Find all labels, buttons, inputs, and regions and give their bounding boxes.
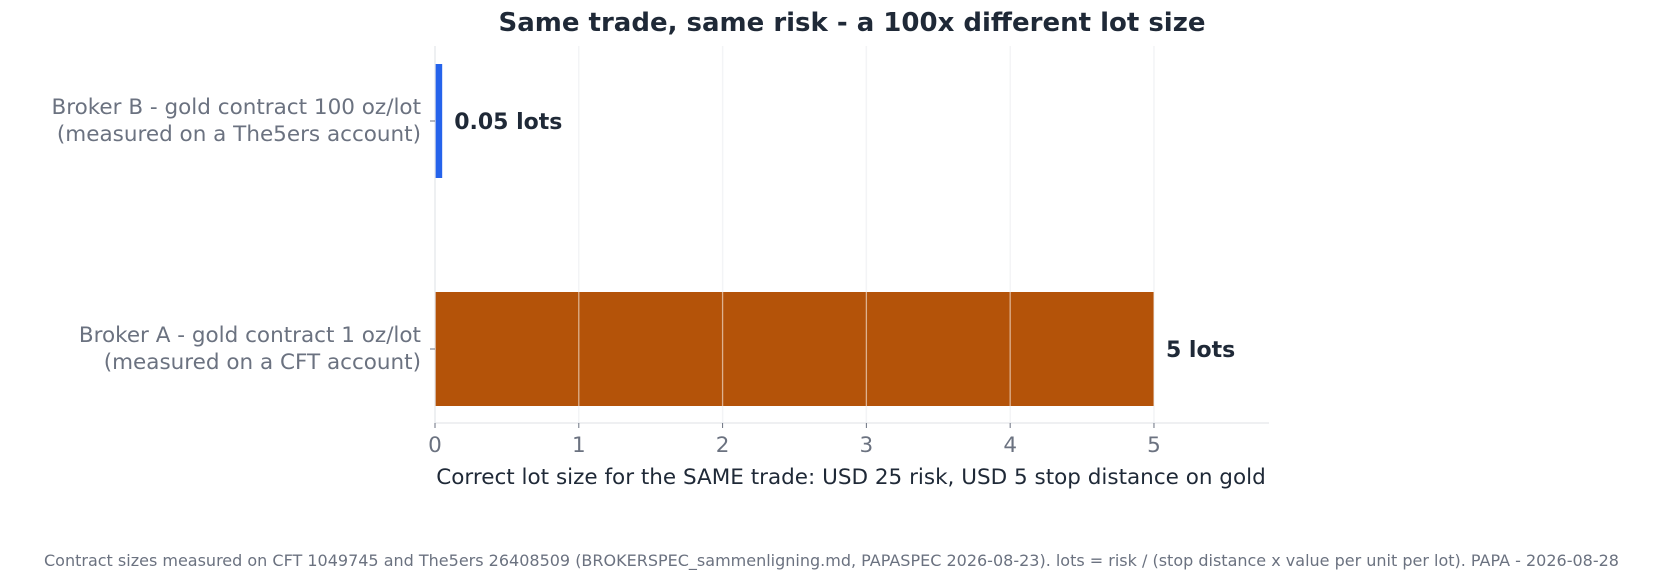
category-label-line2: (measured on a CFT account)	[103, 350, 421, 375]
bars	[435, 64, 1154, 406]
data-label: 5 lots	[1166, 338, 1235, 363]
grid-overlay	[578, 46, 1155, 423]
x-tick-label: 4	[1003, 433, 1017, 458]
x-tick-label: 3	[860, 433, 874, 458]
bar	[435, 292, 1154, 406]
labels: 0 1 2 3 4 5 0.05 lots 5 lots	[428, 110, 1235, 458]
category-label-line1: Broker B - gold contract 100 oz/lot	[51, 95, 421, 120]
category-label-line2: (measured on a The5ers account)	[56, 122, 421, 147]
x-tick-label: 1	[572, 433, 586, 458]
chart-title: Same trade, same risk - a 100x different…	[498, 8, 1206, 38]
bar	[435, 64, 443, 178]
x-tick-label: 0	[428, 433, 442, 458]
axes	[430, 46, 1269, 428]
category-label-broker-a: Broker A - gold contract 1 oz/lot (measu…	[1, 322, 421, 376]
data-label: 0.05 lots	[454, 110, 562, 135]
x-tick-label: 5	[1147, 433, 1161, 458]
category-label-line1: Broker A - gold contract 1 oz/lot	[78, 323, 421, 348]
footnote: Contract sizes measured on CFT 1049745 a…	[44, 551, 1619, 570]
category-label-broker-b: Broker B - gold contract 100 oz/lot (mea…	[1, 94, 421, 148]
x-axis-label: Correct lot size for the SAME trade: USD…	[436, 465, 1266, 490]
x-tick-label: 2	[716, 433, 730, 458]
